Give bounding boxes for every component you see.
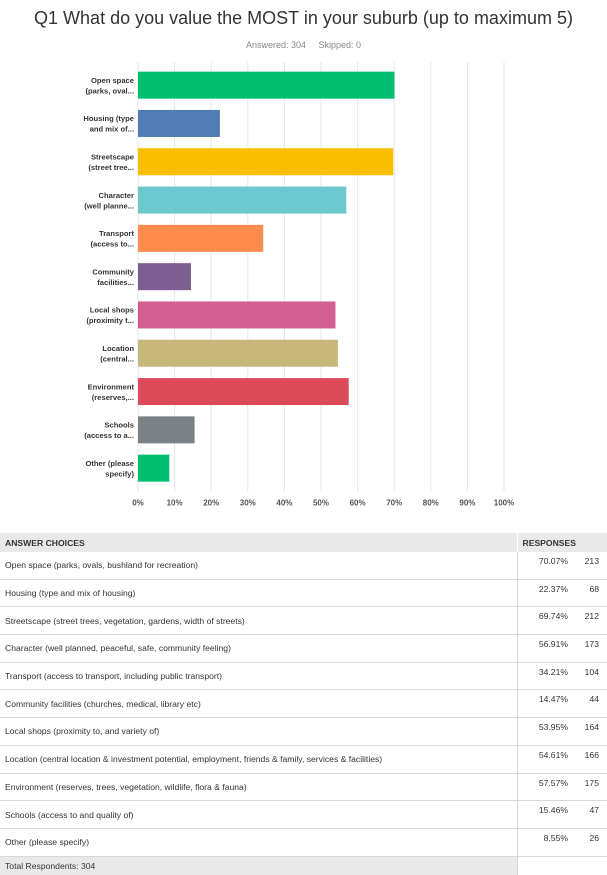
answer-choices-header: ANSWER CHOICES [0, 533, 517, 552]
bar [138, 416, 195, 444]
table-row: Environment (reserves, trees, vegetation… [0, 773, 607, 802]
table-row: Open space (parks, ovals, bushland for r… [0, 552, 607, 580]
response-summary: Answered: 304 Skipped: 0 [0, 40, 607, 50]
question-title: Q1 What do you value the MOST in your su… [34, 8, 573, 28]
category-label: Housing (type [83, 114, 134, 123]
response-count: 104 [572, 662, 607, 691]
category-label: specify) [105, 469, 134, 478]
response-count: 212 [572, 606, 607, 636]
bar [138, 301, 336, 329]
category-label: Location [102, 344, 134, 353]
bar [138, 186, 347, 214]
response-percent: 57.57% [516, 773, 572, 802]
response-count: 47 [572, 800, 607, 829]
category-label: Community [92, 267, 135, 276]
table-header: ANSWER CHOICES RESPONSES [0, 533, 607, 552]
x-tick-label: 0% [132, 498, 144, 507]
response-count: 68 [572, 579, 607, 608]
answered-count: Answered: 304 [245, 40, 306, 50]
response-percent: 34.21% [516, 662, 572, 691]
x-tick-label: 50% [313, 498, 329, 507]
x-tick-label: 10% [167, 498, 183, 507]
bar [138, 454, 170, 482]
response-count: 175 [572, 773, 607, 802]
response-count: 164 [572, 717, 607, 746]
bar-chart: 0% 10% 20% 30% 40% 50% 60% 70% 80% 90% 100% Open sp… [83, 62, 514, 507]
response-percent: 70.07% [516, 552, 572, 580]
answer-choice-label: Local shops (proximity to, and variety o… [0, 717, 517, 746]
answer-choice-label: Location (central location & investment … [0, 745, 517, 774]
answer-choice-label: Community facilities (churches, medical,… [0, 689, 517, 719]
category-label: Character [99, 191, 134, 200]
bar [138, 109, 220, 137]
response-percent: 56.91% [516, 634, 572, 663]
answer-choice-label: Environment (reserves, trees, vegetation… [0, 773, 517, 802]
bar [138, 71, 395, 99]
category-label: (central... [100, 355, 134, 364]
skipped-count: Skipped: 0 [318, 40, 362, 50]
answer-choice-label: Open space (parks, ovals, bushland for r… [0, 552, 517, 580]
category-label: and mix of... [90, 125, 134, 134]
bar [138, 378, 349, 406]
category-label: (well planne... [84, 201, 134, 210]
response-percent: 53.95% [516, 717, 572, 746]
total-respondents: Total Respondents: 304 [0, 856, 517, 875]
answer-choice-label: Streetscape (street trees, vegetation, g… [0, 606, 517, 636]
x-tick-label: 70% [386, 498, 402, 507]
category-label: Streetscape [91, 153, 134, 162]
answer-choice-label: Character (well planned, peaceful, safe,… [0, 634, 517, 663]
table-row: Schools (access to and quality of) 15.46%… [0, 800, 607, 829]
x-tick-label: 40% [276, 498, 292, 507]
response-percent: 15.46% [516, 800, 572, 829]
response-count: 44 [572, 689, 607, 719]
category-label: Local shops [90, 306, 134, 315]
table-row: Transport (access to transport, includin… [0, 662, 607, 691]
category-label: Transport [99, 229, 134, 238]
bar [138, 339, 338, 367]
answer-choice-label: Transport (access to transport, includin… [0, 662, 517, 691]
x-tick-label: 20% [203, 498, 219, 507]
category-label: Schools [104, 421, 134, 430]
x-tick-label: 30% [240, 498, 256, 507]
category-label: (access to a... [84, 431, 134, 440]
bar [138, 148, 394, 176]
table-row: Community facilities (churches, medical,… [0, 689, 607, 719]
x-tick-label: 100% [494, 498, 514, 507]
answer-choice-label: Schools (access to and quality of) [0, 800, 517, 829]
category-label: facilities... [97, 278, 134, 287]
total-row: Total Respondents: 304 [0, 856, 607, 875]
answer-choice-label: Housing (type and mix of housing) [0, 579, 517, 608]
category-label: Open space [91, 76, 134, 85]
response-percent: 22.37% [516, 579, 572, 608]
table-row: Other (please specify) 8.55% 26 [0, 828, 607, 857]
response-count: 166 [572, 745, 607, 774]
bar [138, 263, 191, 291]
x-tick-label: 60% [350, 498, 366, 507]
response-percent: 14.47% [516, 689, 572, 719]
response-count: 173 [572, 634, 607, 663]
table-row: Location (central location & investment … [0, 745, 607, 774]
category-label: Other (please [85, 459, 134, 468]
responses-table: ANSWER CHOICES RESPONSES Open space (par… [0, 533, 607, 875]
table-row: Housing (type and mix of housing) 22.37% 6… [0, 579, 607, 608]
x-tick-label: 80% [423, 498, 439, 507]
category-label: (reserves,... [92, 393, 134, 402]
response-percent: 54.61% [516, 745, 572, 774]
responses-header: RESPONSES [516, 533, 607, 552]
category-label: (proximity t... [86, 316, 134, 325]
category-label: (parks, oval... [85, 86, 134, 95]
response-count: 26 [572, 828, 607, 857]
category-label: Environment [88, 382, 135, 391]
x-tick-label: 90% [459, 498, 475, 507]
table-row: Streetscape (street trees, vegetation, g… [0, 606, 607, 636]
table-row: Local shops (proximity to, and variety o… [0, 717, 607, 746]
bar [138, 224, 264, 252]
category-label: (street tree... [88, 163, 134, 172]
table-row: Character (well planned, peaceful, safe,… [0, 634, 607, 663]
response-percent: 69.74% [516, 606, 572, 636]
response-percent: 8.55% [516, 828, 572, 857]
response-count: 213 [572, 552, 607, 580]
category-label: (access to... [91, 240, 134, 249]
answer-choice-label: Other (please specify) [0, 828, 517, 857]
